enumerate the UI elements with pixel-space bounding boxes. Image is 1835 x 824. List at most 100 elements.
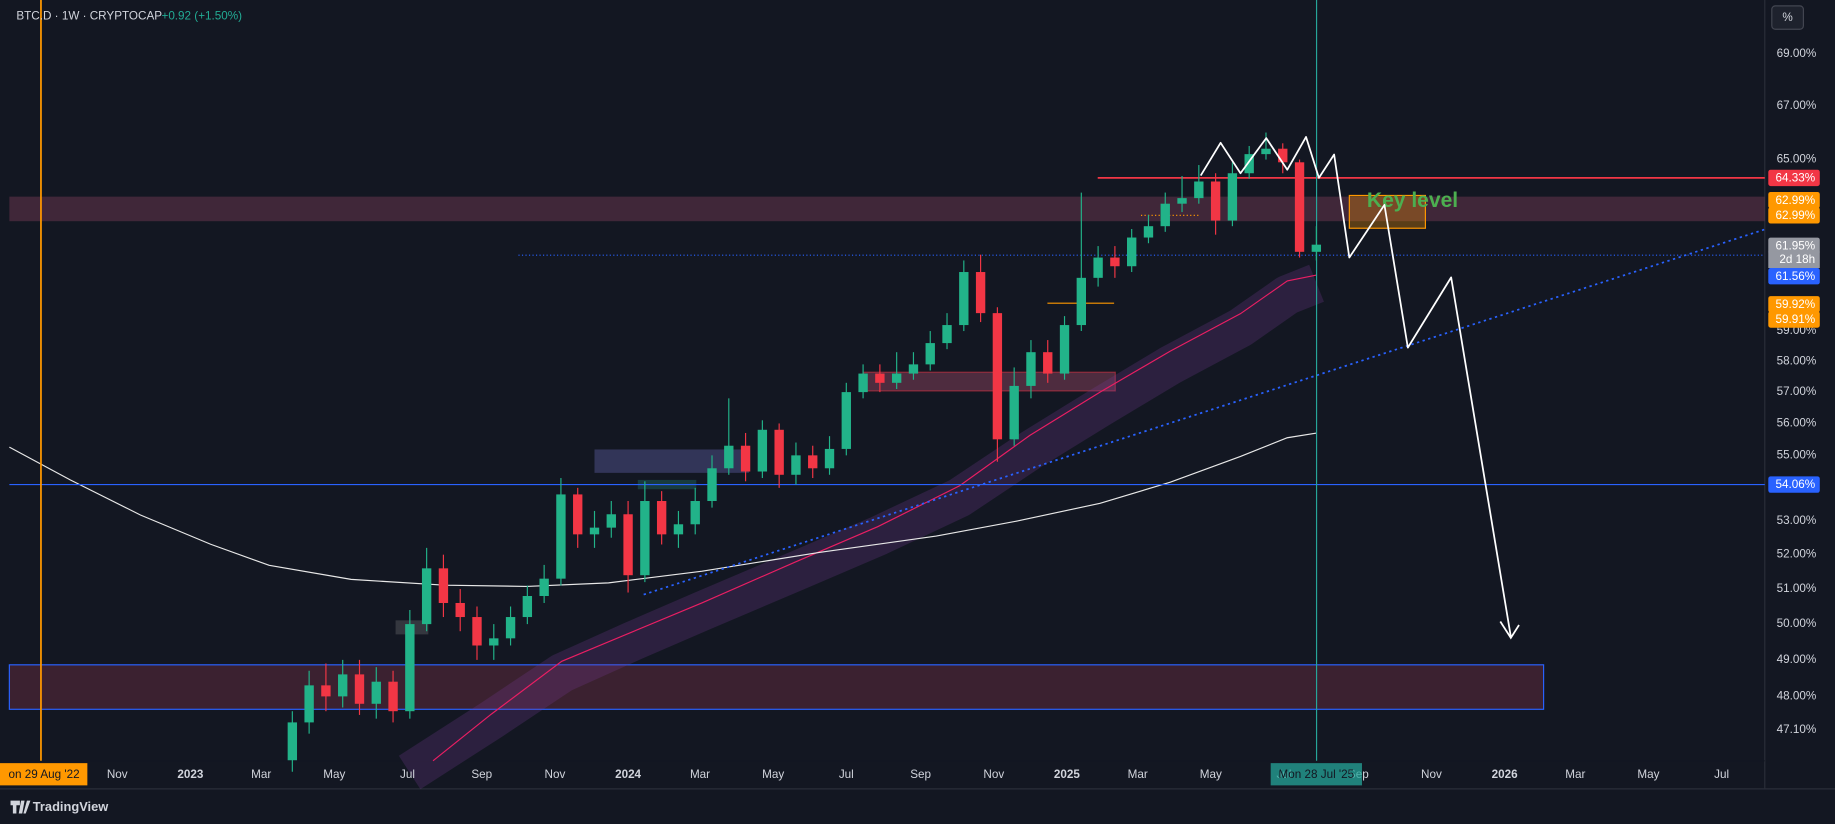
support-zone xyxy=(8,664,1545,710)
resistance-zone xyxy=(9,196,1765,222)
candle-body xyxy=(1210,181,1221,221)
countdown-badge xyxy=(1768,251,1820,269)
x-tick-label: Jul xyxy=(1714,768,1729,781)
candle-body xyxy=(690,501,700,525)
drawings-front: Key level xyxy=(1199,136,1520,640)
y-tick-label: 49.00% xyxy=(1777,653,1817,666)
ema-band xyxy=(398,264,1324,790)
footer-bar xyxy=(0,788,1835,824)
candle-body xyxy=(623,514,633,576)
candle-body xyxy=(875,373,885,383)
y-tick-label: 47.10% xyxy=(1777,723,1817,736)
change-info: +0.92 (+1.50%) xyxy=(161,9,242,22)
candle-body xyxy=(321,685,331,697)
candle-body xyxy=(925,343,935,365)
x-tick-label: Mar xyxy=(1565,768,1585,781)
brand-name: TradingView xyxy=(33,799,110,814)
candle-body xyxy=(338,674,348,697)
candle-body xyxy=(959,272,969,326)
x-tick-label: May xyxy=(1637,768,1659,781)
x-tick-label: 2023 xyxy=(177,768,203,781)
y-tick-label: 69.00% xyxy=(1777,47,1817,60)
drawings-back xyxy=(8,0,1766,790)
candle-body xyxy=(740,445,751,472)
y-tick-label: 57.00% xyxy=(1777,385,1817,398)
candle-body xyxy=(656,501,667,535)
price-badge xyxy=(1768,296,1820,313)
candles xyxy=(287,132,1322,772)
y-tick-label: 51.00% xyxy=(1777,582,1817,595)
x-tick-label: Sep xyxy=(910,768,931,781)
key-level-text: Key level xyxy=(1367,189,1458,212)
percent-scale-button[interactable] xyxy=(1771,5,1804,30)
candle-body xyxy=(1244,154,1254,174)
candle-body xyxy=(405,624,415,712)
candle-body xyxy=(975,272,986,314)
price-badge-label: 54.06% xyxy=(1775,478,1815,491)
candle-body xyxy=(891,373,902,383)
candle-body xyxy=(992,313,1003,440)
candle-body xyxy=(791,455,801,475)
symbol-info: BTC.D · 1W · CRYPTOCAP xyxy=(16,9,162,22)
ema-line xyxy=(432,274,1317,762)
x-tick-label: May xyxy=(323,768,345,781)
zone xyxy=(594,449,749,473)
start-date-label: on 29 Aug '22 xyxy=(8,768,79,781)
start-date-badge xyxy=(0,763,88,786)
x-tick-label: 2024 xyxy=(615,768,641,781)
countdown-label: 2d 18h xyxy=(1779,253,1815,266)
candle-body xyxy=(606,514,616,528)
y-tick-label: 50.00% xyxy=(1777,617,1817,630)
y-tick-label: 53.00% xyxy=(1777,514,1817,527)
price-badge xyxy=(1768,237,1820,254)
candle-body xyxy=(1059,325,1070,374)
cursor-date-label: Mon 28 Jul '25 xyxy=(1279,768,1355,781)
x-tick-label: Mar xyxy=(690,768,710,781)
y-tick-label: 52.00% xyxy=(1777,548,1817,561)
price-badge-label: 61.56% xyxy=(1775,270,1815,283)
candle-body xyxy=(757,429,768,472)
candle-body xyxy=(1160,203,1170,227)
price-badge xyxy=(1768,191,1820,209)
price-badge xyxy=(1768,268,1820,285)
candle-body xyxy=(1093,257,1103,278)
candle-body xyxy=(942,325,952,344)
candle-body xyxy=(724,445,734,469)
y-tick-label: 58.00% xyxy=(1777,354,1817,367)
candle-body xyxy=(824,448,835,469)
candle-body xyxy=(774,429,784,475)
candle-body xyxy=(1126,237,1137,267)
y-tick-label: 67.00% xyxy=(1777,99,1817,112)
x-tick-label: Jul xyxy=(839,768,854,781)
candle-body xyxy=(455,602,465,618)
candle-body xyxy=(1026,352,1036,386)
candle-body xyxy=(505,617,516,639)
candle-body xyxy=(1194,181,1204,199)
candle-body xyxy=(573,494,583,535)
x-tick-label: Nov xyxy=(983,768,1004,781)
x-tick-label: Mar xyxy=(1128,768,1148,781)
candle-body xyxy=(1076,277,1087,326)
x-tick-label: May xyxy=(1200,768,1222,781)
candle-body xyxy=(1110,257,1120,267)
x-tick-label: Mar xyxy=(251,768,271,781)
price-badge xyxy=(1768,311,1820,328)
moving-average xyxy=(9,432,1317,587)
candle-body xyxy=(1227,173,1238,221)
percent-scale-label: % xyxy=(1782,11,1792,24)
candle-body xyxy=(1278,148,1288,163)
projection-arrowhead xyxy=(1499,621,1520,640)
candle-body xyxy=(1294,162,1305,252)
candle-body xyxy=(522,596,533,618)
price-badge-label: 64.33% xyxy=(1775,172,1815,185)
price-badge-label: 61.95% xyxy=(1775,239,1815,252)
y-tick-label: 65.00% xyxy=(1777,153,1817,166)
brand-logo xyxy=(10,800,31,814)
candle-body xyxy=(808,455,818,469)
price-badge xyxy=(1768,207,1820,224)
candle-body xyxy=(388,681,398,712)
candle-body xyxy=(640,501,650,576)
y-tick-label: 48.00% xyxy=(1777,689,1817,702)
x-tick-label: 2025 xyxy=(1054,768,1080,781)
